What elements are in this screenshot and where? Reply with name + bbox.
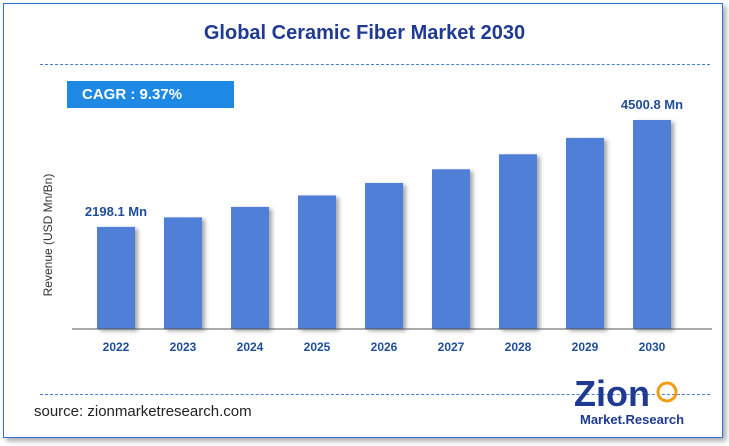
bar-2023: [164, 217, 202, 329]
x-tick-label-2025: 2025: [304, 340, 331, 354]
logo-bottom-text: Market.Research: [580, 412, 684, 427]
logo-globe-icon: [656, 381, 678, 403]
x-tick-label-2028: 2028: [505, 340, 532, 354]
chart-title: Global Ceramic Fiber Market 2030: [203, 22, 526, 44]
bar-2028: [499, 154, 537, 329]
zion-logo: Zion Market.Research: [574, 373, 684, 427]
cagr-badge: CAGR : 9.37%: [67, 81, 234, 108]
bar-2027: [432, 169, 470, 329]
bar-2030: [633, 120, 671, 329]
bar-2029: [566, 137, 604, 329]
x-tick-label-2030: 2030: [639, 340, 666, 354]
bar-2025: [298, 195, 336, 329]
bar-2022: [97, 226, 135, 329]
title-divider: [40, 64, 710, 65]
x-tick-label-2023: 2023: [170, 340, 197, 354]
x-tick-label-2026: 2026: [371, 340, 398, 354]
bar-2024: [231, 206, 269, 329]
x-tick-label-2029: 2029: [572, 340, 599, 354]
source-text: source: zionmarketresearch.com: [34, 403, 252, 420]
data-label-2030: 4500.8 Mn: [621, 97, 683, 112]
footer-divider: [40, 394, 710, 395]
x-tick-label-2022: 2022: [103, 340, 130, 354]
logo-top-text: Zion: [574, 373, 650, 414]
x-tick-label-2027: 2027: [438, 340, 465, 354]
x-tick-label-2024: 2024: [237, 340, 264, 354]
bar-2026: [365, 182, 403, 329]
data-label-2022: 2198.1 Mn: [85, 204, 147, 219]
